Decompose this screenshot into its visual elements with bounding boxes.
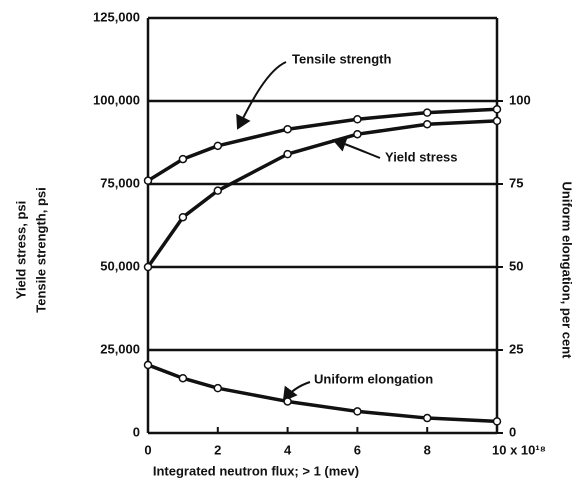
series-annotation: Uniform elongation — [314, 371, 433, 386]
data-point — [283, 124, 292, 134]
data-point — [353, 115, 362, 124]
series-annotation: Tensile strength — [292, 51, 392, 66]
annotation-arrow — [332, 136, 381, 159]
y-tick-label: 50,000 — [100, 258, 140, 273]
x-tick-label: 10 x 10¹⁸ — [492, 442, 546, 457]
data-point — [143, 360, 153, 370]
data-point — [422, 108, 432, 117]
data-point — [213, 186, 223, 195]
x-tick-label: 8 — [424, 442, 431, 457]
data-point — [422, 119, 432, 129]
y-tick-label: 25,000 — [100, 341, 140, 356]
data-point — [283, 397, 292, 406]
data-point — [178, 154, 188, 164]
y2-tick-label: 25 — [509, 341, 523, 356]
y-axis-title: Yield stress, psi — [13, 201, 28, 300]
y2-tick-label: 0 — [509, 424, 516, 439]
data-point — [213, 141, 223, 151]
annotation-arrow — [236, 61, 287, 130]
x-tick-label: 0 — [144, 442, 151, 457]
y2-tick-label: 50 — [509, 258, 523, 273]
x-tick-label: 6 — [354, 442, 361, 457]
data-point — [353, 407, 362, 416]
data-point — [143, 176, 153, 185]
data-point — [143, 262, 153, 272]
data-point — [422, 413, 432, 423]
data-point — [492, 417, 502, 426]
x-tick-label: 4 — [284, 442, 292, 457]
y-tick-label: 100,000 — [93, 92, 140, 107]
y-axis-title: Tensile strength, psi — [33, 187, 48, 312]
y-tick-label: 75,000 — [100, 175, 140, 190]
series-annotation: Yield stress — [385, 149, 458, 164]
y-tick-label: 0 — [133, 424, 140, 439]
data-point — [492, 105, 502, 114]
x-tick-label: 2 — [214, 442, 221, 457]
y2-axis-title: Uniform elongation, per cent — [560, 182, 575, 360]
y2-tick-label: 100 — [509, 92, 531, 107]
series-line — [146, 119, 498, 269]
y2-tick-label: 75 — [509, 175, 523, 190]
data-point — [178, 212, 188, 222]
x-axis-title: Integrated neutron flux; > 1 (mev) — [153, 463, 359, 478]
data-point — [353, 129, 362, 139]
data-point — [283, 149, 292, 159]
data-point — [178, 373, 188, 383]
data-point — [213, 383, 223, 393]
data-point — [492, 116, 502, 126]
y-tick-label: 125,000 — [93, 9, 140, 24]
